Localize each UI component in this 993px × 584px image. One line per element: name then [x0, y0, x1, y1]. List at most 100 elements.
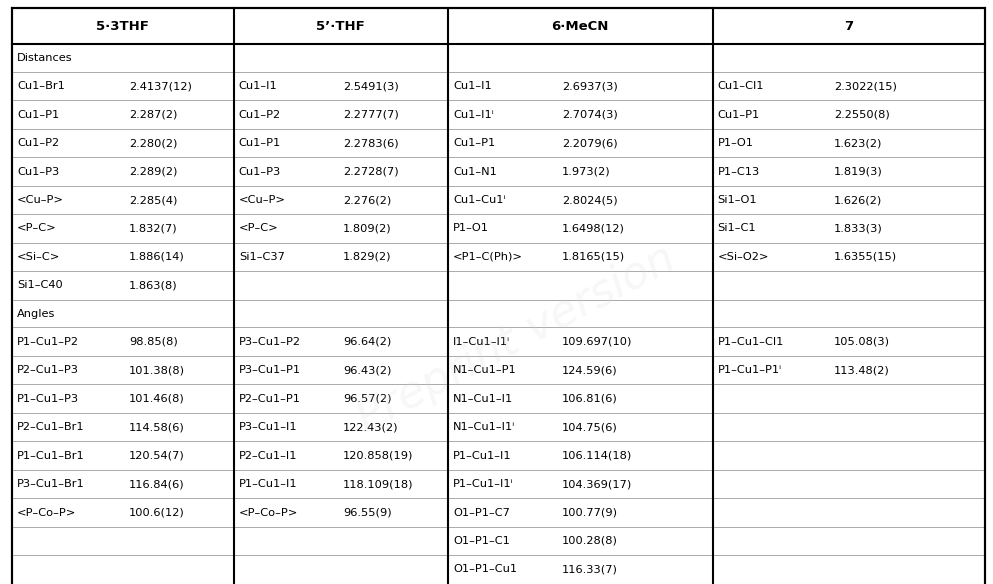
Text: Cu1–P1: Cu1–P1	[17, 110, 60, 120]
Text: 109.697(10): 109.697(10)	[562, 337, 633, 347]
Text: Cu1–N1: Cu1–N1	[453, 166, 496, 176]
Text: <Si–C>: <Si–C>	[17, 252, 61, 262]
Text: Distances: Distances	[17, 53, 72, 63]
Text: P1–Cu1–I1: P1–Cu1–I1	[239, 479, 298, 489]
Text: 100.77(9): 100.77(9)	[562, 507, 618, 517]
Text: 2.4137(12): 2.4137(12)	[129, 81, 192, 91]
Text: P2–Cu1–P1: P2–Cu1–P1	[239, 394, 301, 404]
Text: Cu1–Cl1: Cu1–Cl1	[718, 81, 764, 91]
Text: 2.2777(7): 2.2777(7)	[343, 110, 398, 120]
Text: P1–Cu1–Cl1: P1–Cu1–Cl1	[718, 337, 783, 347]
Text: 101.38(8): 101.38(8)	[129, 365, 185, 375]
Text: 2.276(2): 2.276(2)	[343, 195, 391, 205]
Text: 5’·THF: 5’·THF	[317, 19, 365, 33]
Text: O1–P1–C7: O1–P1–C7	[453, 507, 509, 517]
Text: 96.43(2): 96.43(2)	[343, 365, 391, 375]
Text: N1–Cu1–P1: N1–Cu1–P1	[453, 365, 516, 375]
Text: 1.973(2): 1.973(2)	[562, 166, 611, 176]
Text: Si1–C37: Si1–C37	[239, 252, 285, 262]
Text: P1–Cu1–P2: P1–Cu1–P2	[17, 337, 79, 347]
Text: 2.287(2): 2.287(2)	[129, 110, 177, 120]
Text: 116.33(7): 116.33(7)	[562, 565, 618, 575]
Text: P3–Cu1–Br1: P3–Cu1–Br1	[17, 479, 84, 489]
Text: 2.289(2): 2.289(2)	[129, 166, 177, 176]
Text: 120.54(7): 120.54(7)	[129, 451, 185, 461]
Text: 106.81(6): 106.81(6)	[562, 394, 618, 404]
Text: O1–P1–Cu1: O1–P1–Cu1	[453, 565, 517, 575]
Text: 2.2728(7): 2.2728(7)	[343, 166, 398, 176]
Text: 1.809(2): 1.809(2)	[343, 224, 391, 234]
Text: <Si–O2>: <Si–O2>	[718, 252, 769, 262]
Text: 1.833(3): 1.833(3)	[834, 224, 883, 234]
Text: <P–Co–P>: <P–Co–P>	[239, 507, 298, 517]
Text: 2.6937(3): 2.6937(3)	[562, 81, 618, 91]
Text: 2.2783(6): 2.2783(6)	[343, 138, 398, 148]
Text: 118.109(18): 118.109(18)	[343, 479, 413, 489]
Text: 2.5491(3): 2.5491(3)	[343, 81, 398, 91]
Text: 1.819(3): 1.819(3)	[834, 166, 883, 176]
Text: P1–O1: P1–O1	[718, 138, 754, 148]
Text: Cu1–I1: Cu1–I1	[239, 81, 278, 91]
Text: O1–P1–C1: O1–P1–C1	[453, 536, 509, 546]
Text: 1.863(8): 1.863(8)	[129, 280, 178, 290]
Text: P1–Cu1–P3: P1–Cu1–P3	[17, 394, 79, 404]
Text: <Cu–P>: <Cu–P>	[239, 195, 286, 205]
Text: 6·MeCN: 6·MeCN	[551, 19, 609, 33]
Text: <P–C>: <P–C>	[17, 224, 57, 234]
Text: Cu1–P3: Cu1–P3	[17, 166, 60, 176]
Text: 100.28(8): 100.28(8)	[562, 536, 618, 546]
Text: 1.6355(15): 1.6355(15)	[834, 252, 898, 262]
Text: 1.8165(15): 1.8165(15)	[562, 252, 625, 262]
Text: 2.2079(6): 2.2079(6)	[562, 138, 618, 148]
Text: 96.55(9): 96.55(9)	[343, 507, 391, 517]
Text: P3–Cu1–P2: P3–Cu1–P2	[239, 337, 301, 347]
Text: Si1–C1: Si1–C1	[718, 224, 757, 234]
Text: <P1–C(Ph)>: <P1–C(Ph)>	[453, 252, 523, 262]
Text: P3–Cu1–P1: P3–Cu1–P1	[239, 365, 301, 375]
Text: 7: 7	[844, 19, 853, 33]
Text: 2.3022(15): 2.3022(15)	[834, 81, 897, 91]
Text: P1–Cu1–I1: P1–Cu1–I1	[453, 451, 511, 461]
Text: P3–Cu1–I1: P3–Cu1–I1	[239, 422, 298, 432]
Text: 96.64(2): 96.64(2)	[343, 337, 391, 347]
Text: 100.6(12): 100.6(12)	[129, 507, 185, 517]
Text: 2.2550(8): 2.2550(8)	[834, 110, 890, 120]
Text: 120.858(19): 120.858(19)	[343, 451, 413, 461]
Text: 101.46(8): 101.46(8)	[129, 394, 185, 404]
Text: P2–Cu1–P3: P2–Cu1–P3	[17, 365, 79, 375]
Text: P2–Cu1–I1: P2–Cu1–I1	[239, 451, 297, 461]
Text: 1.832(7): 1.832(7)	[129, 224, 178, 234]
Text: Cu1–Br1: Cu1–Br1	[17, 81, 65, 91]
Text: Cu1–P1: Cu1–P1	[239, 138, 281, 148]
Text: Preprint version: Preprint version	[350, 237, 683, 441]
Text: Cu1–I1ⁱ: Cu1–I1ⁱ	[453, 110, 494, 120]
Text: 104.75(6): 104.75(6)	[562, 422, 618, 432]
Text: 98.85(8): 98.85(8)	[129, 337, 178, 347]
Text: N1–Cu1–I1ⁱ: N1–Cu1–I1ⁱ	[453, 422, 515, 432]
Text: Si1–C40: Si1–C40	[17, 280, 63, 290]
Text: 114.58(6): 114.58(6)	[129, 422, 185, 432]
Text: 2.7074(3): 2.7074(3)	[562, 110, 618, 120]
Text: 2.280(2): 2.280(2)	[129, 138, 177, 148]
Text: 1.886(14): 1.886(14)	[129, 252, 185, 262]
Text: Cu1–P3: Cu1–P3	[239, 166, 281, 176]
Text: Cu1–Cu1ⁱ: Cu1–Cu1ⁱ	[453, 195, 505, 205]
Text: 2.8024(5): 2.8024(5)	[562, 195, 618, 205]
Text: 2.285(4): 2.285(4)	[129, 195, 177, 205]
Text: 122.43(2): 122.43(2)	[343, 422, 398, 432]
Text: P1–Cu1–I1ⁱ: P1–Cu1–I1ⁱ	[453, 479, 513, 489]
Text: 1.829(2): 1.829(2)	[343, 252, 391, 262]
Text: P1–Cu1–P1ⁱ: P1–Cu1–P1ⁱ	[718, 365, 781, 375]
Text: 113.48(2): 113.48(2)	[834, 365, 890, 375]
Text: P1–C13: P1–C13	[718, 166, 760, 176]
Text: Cu1–P2: Cu1–P2	[239, 110, 281, 120]
Text: 116.84(6): 116.84(6)	[129, 479, 185, 489]
Text: 1.6498(12): 1.6498(12)	[562, 224, 625, 234]
Text: Cu1–P1: Cu1–P1	[718, 110, 760, 120]
Text: I1–Cu1–I1ⁱ: I1–Cu1–I1ⁱ	[453, 337, 510, 347]
Text: Cu1–P1: Cu1–P1	[453, 138, 496, 148]
Text: 105.08(3): 105.08(3)	[834, 337, 890, 347]
Text: Angles: Angles	[17, 308, 56, 318]
Text: Cu1–P2: Cu1–P2	[17, 138, 60, 148]
Text: 1.626(2): 1.626(2)	[834, 195, 883, 205]
